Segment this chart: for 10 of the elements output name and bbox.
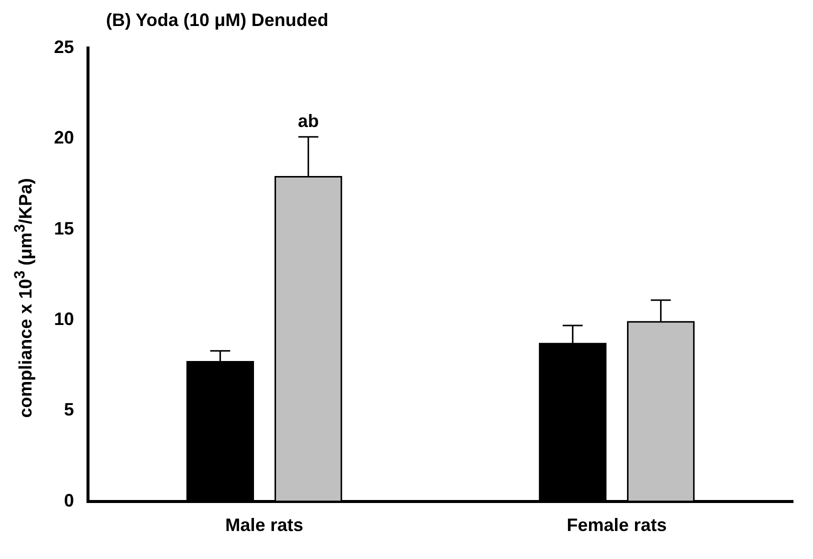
y-tick-label: 10 xyxy=(54,309,74,330)
y-tick-label: 5 xyxy=(64,400,74,420)
x-tick-label: Female rats xyxy=(566,515,667,536)
chart-title: (B) Yoda (10 μM) Denuded xyxy=(106,10,328,31)
x-tick-label: Male rats xyxy=(225,515,304,536)
y-tick-label: 0 xyxy=(64,490,74,510)
y-tick-label: 25 xyxy=(54,36,74,57)
y-tick-label: 15 xyxy=(54,218,74,238)
y-tick-label: 20 xyxy=(54,128,74,148)
annotation: ab xyxy=(298,110,319,131)
